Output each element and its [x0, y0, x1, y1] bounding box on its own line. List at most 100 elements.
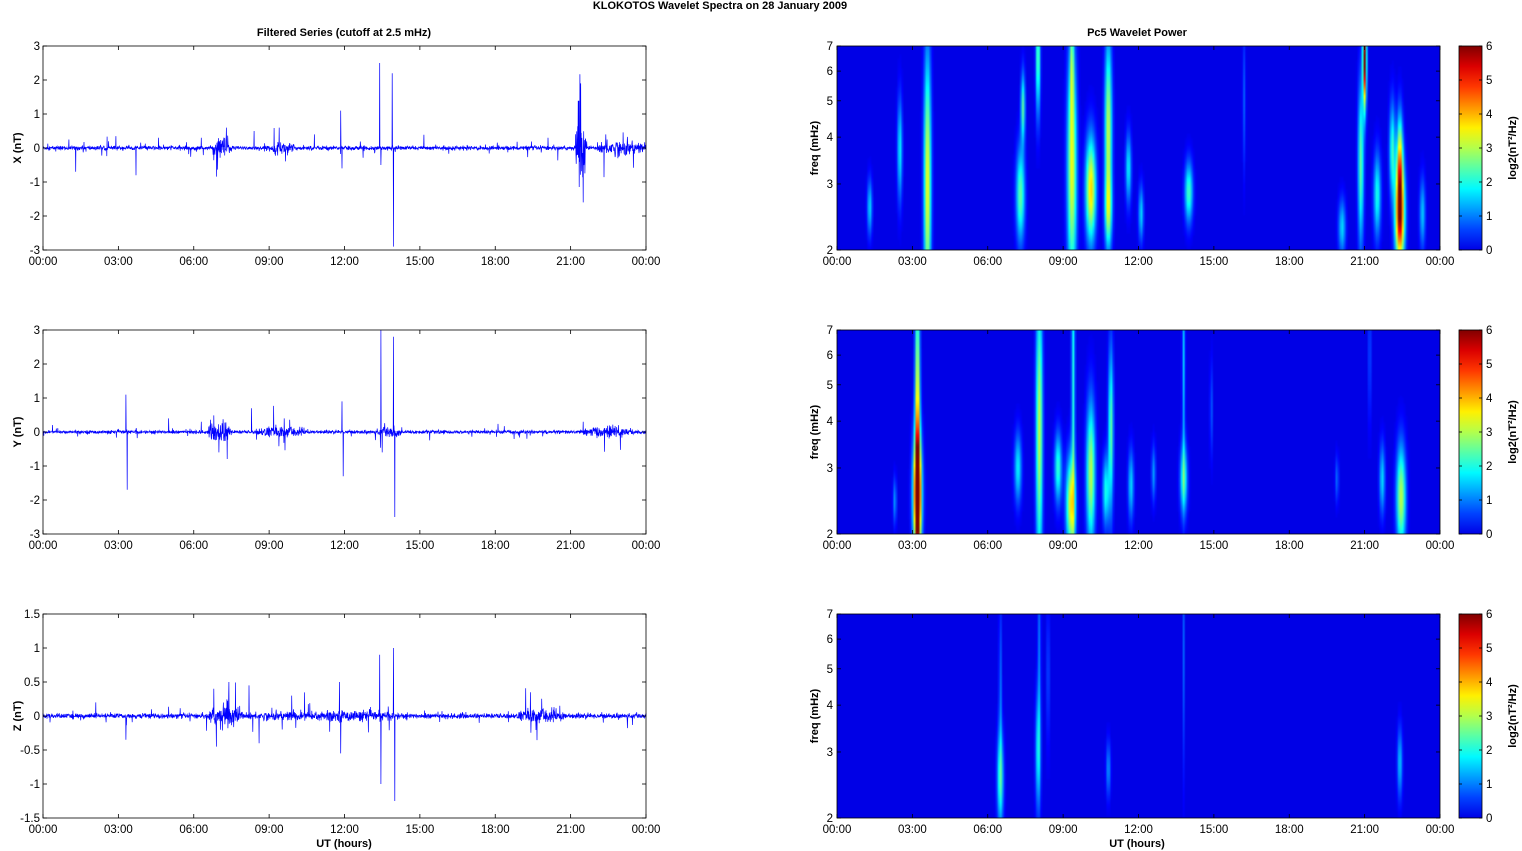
colorbar-tick-label: 1: [1486, 779, 1492, 791]
colorbar-tick-label: 6: [1486, 609, 1492, 621]
series-xtick-label: 00:00: [29, 256, 58, 268]
wavelet-xtick-label: 00:00: [823, 540, 852, 552]
wavelet-xtick-label: 03:00: [898, 824, 927, 836]
ytick-label: -0.5: [20, 745, 40, 757]
ytick-label: 0: [34, 143, 40, 155]
series-xtick-label: 03:00: [104, 256, 133, 268]
series-xtick-label: 09:00: [255, 256, 284, 268]
ytick-label: -1: [30, 177, 40, 189]
wavelet-xtick-label: 09:00: [1049, 256, 1078, 268]
ytick-label: 1: [34, 393, 40, 405]
colorbar-y: 6 5 4 3 2 1 0 log2(nT²/Hz): [1458, 325, 1519, 541]
ytick-label: 1: [34, 643, 40, 655]
colorbar-gradient: [1458, 329, 1483, 535]
series-xtick-label: 18:00: [481, 256, 510, 268]
series-xtick-label: 06:00: [179, 256, 208, 268]
wavelet-xtick-label: 00:00: [823, 256, 852, 268]
wavelet-xtick-label: 06:00: [973, 540, 1002, 552]
wavelet-xtick-label: 12:00: [1124, 540, 1153, 552]
ytick-label: -1.5: [20, 813, 40, 825]
colorbar-tick-label: 4: [1486, 109, 1493, 121]
ytick-label: 1.5: [24, 609, 40, 621]
wavelet-xtick-label: 21:00: [1350, 256, 1379, 268]
wavelet-xtick-label: 09:00: [1049, 540, 1078, 552]
series-line-x: [42, 62, 647, 247]
series-panel-z: 1.510.50-0.5-1-1.500:00 03:00 06:00 09:00 12…: [12, 609, 660, 836]
freq-tick-label: 7: [827, 609, 833, 621]
colorbar-label: log2(nT²/Hz): [1507, 684, 1519, 748]
colorbar-tick-label: 2: [1486, 745, 1492, 757]
left-xlabel: UT (hours): [316, 838, 372, 850]
series-xtick-label: 06:00: [179, 540, 208, 552]
wavelet-xtick-label: 12:00: [1124, 824, 1153, 836]
series-ylabel: Z (nT): [12, 700, 24, 731]
wavelet-xtick-label: 00:00: [1426, 540, 1455, 552]
series-xtick-label: 00:00: [632, 824, 661, 836]
figure-title: KLOKOTOS Wavelet Spectra on 28 January 2…: [593, 0, 847, 12]
series-xtick-label: 00:00: [632, 540, 661, 552]
ytick-label: 1: [34, 109, 40, 121]
freq-tick-label: 4: [827, 132, 834, 144]
series-xtick-label: 00:00: [29, 824, 58, 836]
colorbar-tick-label: 0: [1486, 245, 1492, 257]
wavelet-xtick-label: 06:00: [973, 824, 1002, 836]
series-ylabel: Y (nT): [12, 416, 24, 447]
freq-tick-label: 7: [827, 41, 833, 53]
wavelet-xtick-label: 21:00: [1350, 824, 1379, 836]
colorbar-tick-label: 2: [1486, 461, 1492, 473]
series-line-z: [42, 647, 647, 802]
wavelet-xtick-label: 15:00: [1199, 824, 1228, 836]
series-xtick-label: 18:00: [481, 824, 510, 836]
freq-tick-label: 2: [827, 245, 833, 257]
wavelet-power-map: [837, 614, 1440, 818]
ytick-label: 2: [34, 75, 40, 87]
colorbar-tick-label: 5: [1486, 75, 1492, 87]
freq-tick-label: 4: [827, 416, 834, 428]
ytick-label: -1: [30, 461, 40, 473]
series-xtick-label: 12:00: [330, 256, 359, 268]
wavelet-xtick-label: 03:00: [898, 540, 927, 552]
ytick-label: 2: [34, 359, 40, 371]
colorbar-tick-label: 1: [1486, 495, 1492, 507]
wavelet-power-map: [837, 330, 1440, 534]
wavelet-xtick-label: 00:00: [823, 824, 852, 836]
series-xtick-label: 12:00: [330, 824, 359, 836]
wavelet-xtick-label: 03:00: [898, 256, 927, 268]
colorbar-tick-label: 0: [1486, 813, 1492, 825]
colorbar-gradient: [1458, 613, 1483, 819]
colorbar-tick-label: 6: [1486, 41, 1492, 53]
freq-tick-label: 4: [827, 700, 834, 712]
ytick-label: 0: [34, 711, 40, 723]
series-xtick-label: 00:00: [632, 256, 661, 268]
series-xtick-label: 09:00: [255, 540, 284, 552]
freq-tick-label: 3: [827, 747, 833, 759]
colorbar-tick-label: 3: [1486, 427, 1492, 439]
colorbar-tick-label: 4: [1486, 677, 1493, 689]
ytick-label: 0: [34, 427, 40, 439]
freq-tick-label: 5: [827, 664, 833, 676]
freq-tick-label: 2: [827, 813, 833, 825]
series-xtick-label: 03:00: [104, 540, 133, 552]
colorbar-tick-label: 1: [1486, 211, 1492, 223]
wavelet-xtick-label: 00:00: [1426, 824, 1455, 836]
colorbar-z: 6 5 4 3 2 1 0 log2(nT²/Hz): [1458, 609, 1519, 825]
series-xtick-label: 15:00: [405, 540, 434, 552]
wavelet-xtick-label: 18:00: [1275, 256, 1304, 268]
colorbar-gradient: [1458, 45, 1483, 251]
series-xtick-label: 18:00: [481, 540, 510, 552]
ytick-label: 0.5: [24, 677, 40, 689]
ytick-label: -3: [30, 245, 40, 257]
series-xtick-label: 03:00: [104, 824, 133, 836]
right-xlabel: UT (hours): [1109, 838, 1165, 850]
wavelet-xtick-label: 15:00: [1199, 256, 1228, 268]
colorbar-tick-label: 3: [1486, 143, 1492, 155]
ytick-label: 3: [34, 41, 40, 53]
wavelet-xtick-label: 00:00: [1426, 256, 1455, 268]
series-xtick-label: 00:00: [29, 540, 58, 552]
wavelet-ylabel: freq (mHz): [809, 688, 821, 743]
series-xtick-label: 09:00: [255, 824, 284, 836]
